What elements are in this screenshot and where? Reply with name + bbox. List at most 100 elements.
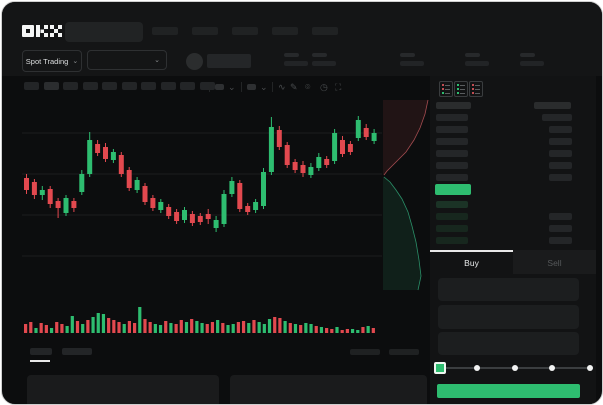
total-input[interactable] <box>438 332 579 355</box>
bottom-action-button[interactable] <box>389 349 419 355</box>
slider-stop-dot[interactable] <box>473 365 480 371</box>
candle-body <box>332 133 338 161</box>
slider-stop-dot[interactable] <box>511 365 518 371</box>
icon-row <box>472 84 474 86</box>
nav-item-placeholder[interactable] <box>232 27 258 35</box>
volume-bar <box>221 323 225 333</box>
screenshot-icon[interactable]: ⌾ <box>305 82 311 92</box>
bid-price-bar[interactable] <box>436 237 468 244</box>
tab-sell[interactable]: Sell <box>513 250 596 274</box>
ask-amount-bar <box>542 114 572 121</box>
orderbook-header-price <box>436 102 471 109</box>
market-mode-dropdown[interactable]: Spot Trading ⌄ <box>22 50 82 72</box>
ask-price-bar[interactable] <box>436 114 468 121</box>
candle-body <box>118 155 124 174</box>
candle-body <box>24 178 29 190</box>
chevron-down-icon[interactable]: ⌄ <box>260 82 268 92</box>
volume-bar <box>81 324 85 333</box>
icon-row <box>457 88 459 90</box>
orderbook-last-price[interactable] <box>435 184 471 195</box>
amount-input[interactable] <box>438 305 579 329</box>
candle-body <box>31 182 37 195</box>
draw-tool-icon[interactable]: ✎ <box>290 82 298 92</box>
ask-price-bar[interactable] <box>436 162 468 169</box>
volume-bar <box>304 323 308 333</box>
nav-item-placeholder[interactable] <box>152 27 178 35</box>
timeframe-button[interactable] <box>63 82 78 90</box>
nav-item-placeholder[interactable] <box>312 27 338 35</box>
bid-price-bar[interactable] <box>436 225 468 232</box>
timeframe-button[interactable] <box>121 82 137 90</box>
timeframe-button[interactable] <box>24 82 39 90</box>
volume-bar <box>200 323 204 333</box>
search-bar[interactable] <box>65 22 143 42</box>
ask-price-bar[interactable] <box>436 150 468 157</box>
line-chart-icon[interactable]: ∿ <box>278 82 286 92</box>
bottom-tab-orders[interactable] <box>30 348 52 355</box>
volume-bar <box>299 325 303 333</box>
icon-row-line <box>460 84 465 86</box>
fullscreen-icon[interactable]: ⛶ <box>335 82 342 92</box>
candlestick-chart[interactable] <box>22 97 382 297</box>
volume-bar <box>350 329 355 333</box>
buy-submit-button[interactable] <box>437 384 580 398</box>
volume-bar <box>60 324 64 333</box>
timeframe-button[interactable] <box>199 82 215 90</box>
ask-price-bar[interactable] <box>436 138 468 145</box>
candle-body <box>261 172 266 206</box>
candle-body <box>95 144 101 153</box>
amount-slider-handle[interactable] <box>434 362 446 374</box>
volume-bar <box>143 319 147 333</box>
bottom-action-button[interactable] <box>350 349 380 355</box>
book-both-icon[interactable] <box>439 81 453 97</box>
volume-bar <box>96 313 100 333</box>
tab-buy[interactable]: Buy <box>430 250 513 274</box>
clock-icon[interactable]: ◷ <box>320 82 328 92</box>
pair-selector-dropdown[interactable]: ⌄ <box>87 50 167 70</box>
price-input[interactable] <box>438 278 579 301</box>
candle-body <box>150 198 156 208</box>
candle-body <box>142 186 148 202</box>
bottom-tab-history[interactable] <box>62 348 92 355</box>
ask-price-bar[interactable] <box>436 126 468 133</box>
timeframe-button[interactable] <box>141 82 156 90</box>
slider-stop-dot[interactable] <box>549 365 556 371</box>
stat-value-placeholder <box>400 61 424 66</box>
volume-bar <box>29 322 33 333</box>
candle-body <box>197 216 203 222</box>
bid-price-bar[interactable] <box>436 201 468 208</box>
nav-item-placeholder[interactable] <box>192 27 218 35</box>
volume-bar <box>257 322 261 333</box>
volume-bar <box>190 319 194 333</box>
ask-amount-bar <box>549 162 572 169</box>
volume-bar <box>174 324 178 333</box>
volume-bar <box>24 324 28 333</box>
bid-price-bar[interactable] <box>436 213 468 220</box>
candle-body <box>284 145 290 165</box>
ask-price-bar[interactable] <box>436 174 468 181</box>
slider-stop-dot[interactable] <box>587 365 593 371</box>
candle-body <box>134 180 140 190</box>
volume-bar <box>252 320 256 333</box>
volume-bar <box>132 323 137 333</box>
volume-bar <box>340 330 344 333</box>
icon-row-line <box>460 92 465 94</box>
book-bids-icon[interactable] <box>454 81 468 97</box>
nav-item-placeholder[interactable] <box>272 27 298 35</box>
chevron-down-icon: ⌄ <box>72 57 79 65</box>
timeframe-button[interactable] <box>43 82 59 90</box>
volume-bar <box>70 316 74 333</box>
volume-bar <box>278 318 282 333</box>
book-asks-icon[interactable] <box>469 81 483 97</box>
timeframe-button[interactable] <box>160 82 176 90</box>
timeframe-button[interactable] <box>102 82 117 90</box>
timeframe-button[interactable] <box>82 82 98 90</box>
timeframe-button[interactable] <box>180 82 195 90</box>
volume-bar <box>319 327 324 333</box>
indicator-dropdown[interactable] <box>215 84 224 90</box>
display-dropdown[interactable] <box>247 84 256 90</box>
volume-bar <box>127 321 131 333</box>
stat-label-placeholder <box>312 53 327 57</box>
chevron-down-icon[interactable]: ⌄ <box>228 82 236 92</box>
candle-body <box>371 133 377 141</box>
